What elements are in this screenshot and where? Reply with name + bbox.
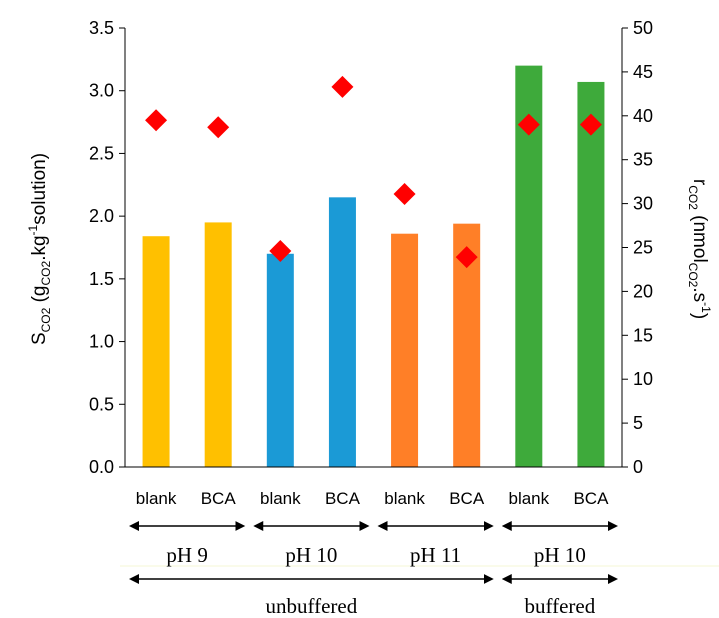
bar [142, 236, 170, 467]
bar [328, 197, 356, 468]
y-tick-label-left: 0.0 [89, 457, 114, 477]
y-tick-label-left: 2.5 [89, 143, 114, 163]
x-tick-label: blank [136, 489, 177, 508]
diamond-point [393, 182, 416, 205]
x-tick-label: blank [384, 489, 425, 508]
y-tick-label-left: 0.5 [89, 394, 114, 414]
diamond-point [269, 240, 292, 263]
x-tick-label: BCA [201, 489, 237, 508]
y-tick-label-right: 40 [633, 106, 653, 126]
diamond-point [207, 116, 230, 139]
y-tick-label-right: 15 [633, 325, 653, 345]
diamond-point [517, 113, 540, 136]
diamonds-layer [145, 75, 602, 269]
bar [204, 222, 232, 467]
bar [577, 81, 605, 467]
y-tick-label-right: 30 [633, 194, 653, 214]
y-tick-label-left: 2.0 [89, 206, 114, 226]
y-tick-label-left: 1.0 [89, 332, 114, 352]
x-tick-label: BCA [573, 489, 609, 508]
x-tick-label: BCA [449, 489, 485, 508]
group-label: pH 10 [534, 543, 586, 567]
y-tick-label-left: 3.5 [89, 18, 114, 38]
y-axis-label-left: SCO2 (gCO2.kg-1solution) [26, 153, 53, 345]
diamond-point [455, 246, 478, 269]
y-tick-label-right: 35 [633, 150, 653, 170]
x-tick-label: BCA [325, 489, 361, 508]
y-tick-label-left: 1.5 [89, 269, 114, 289]
group-label: pH 9 [166, 543, 207, 567]
y-tick-label-right: 50 [633, 18, 653, 38]
y-tick-label-right: 0 [633, 457, 643, 477]
diamond-point [145, 109, 168, 132]
y-tick-label-right: 5 [633, 413, 643, 433]
bar [391, 233, 419, 467]
y-tick-label-left: 3.0 [89, 81, 114, 101]
bar [266, 253, 294, 467]
y-tick-label-right: 20 [633, 281, 653, 301]
y-tick-label-right: 10 [633, 369, 653, 389]
supergroup-label: unbuffered [266, 594, 358, 618]
supergroup-label: buffered [525, 594, 596, 618]
x-tick-label: blank [260, 489, 301, 508]
bars-layer [142, 65, 605, 468]
y-axis-label-right: rCO2 (nmolCO2.s-1) [686, 179, 713, 319]
y-tick-label-right: 25 [633, 238, 653, 258]
y-tick-label-right: 45 [633, 62, 653, 82]
group-label: pH 11 [410, 543, 461, 567]
labels-layer: blank BCA blank BCA blank BCA blank BCA pH 9 pH 1… [129, 489, 618, 618]
diamond-point [331, 75, 354, 98]
group-label: pH 10 [285, 543, 337, 567]
x-tick-label: blank [508, 489, 549, 508]
axes-layer: 0.0 0.5 1.0 1.5 2.0 2.5 3.0 3.5 0 5 10 15 20 25 30 35 40… [89, 18, 653, 477]
diamond-point [579, 113, 602, 136]
